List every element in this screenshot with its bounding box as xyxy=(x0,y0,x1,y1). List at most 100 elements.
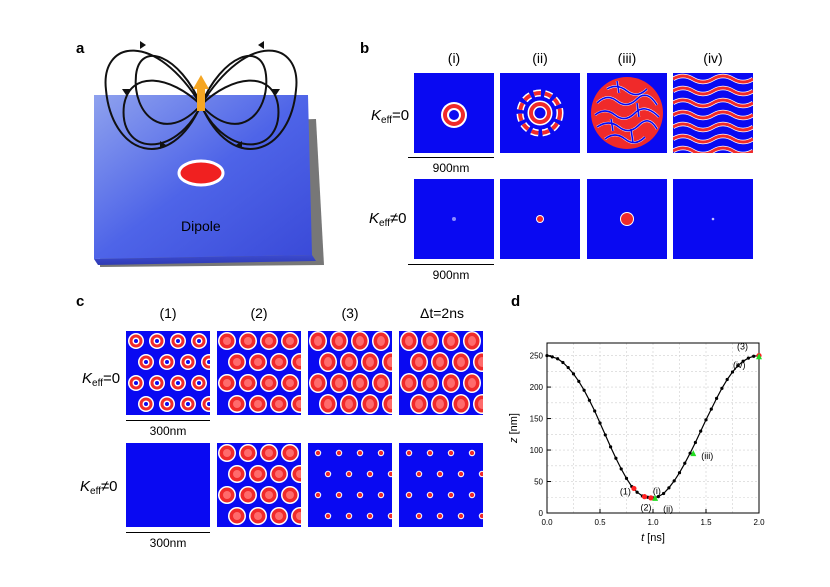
y-tick-label: 150 xyxy=(530,415,544,424)
field-arrows xyxy=(122,41,280,149)
dipole-arrow-head xyxy=(193,75,209,89)
data-point xyxy=(619,467,623,471)
b-scalebar-1-label: 900nm xyxy=(432,161,470,175)
b-tile-i-keff0 xyxy=(414,73,494,153)
b-scalebar-2-label: 900nm xyxy=(432,268,470,282)
data-point xyxy=(699,429,703,433)
c-tile-4-keff0 xyxy=(399,331,483,415)
b-tile-ii-keff-nonzero xyxy=(500,179,580,259)
data-point xyxy=(736,364,740,368)
data-point xyxy=(556,357,560,361)
data-point xyxy=(577,379,581,384)
data-point xyxy=(593,409,597,413)
data-point xyxy=(614,456,618,460)
y-tick-label: 100 xyxy=(530,446,544,455)
b-col-label-1: (i) xyxy=(447,50,461,66)
b-tile-ii-keff0 xyxy=(500,73,580,153)
b-row-label-1: Keff=0 xyxy=(371,107,410,126)
marker-label: (3) xyxy=(737,342,748,352)
c-row-label-2: Keff≠0 xyxy=(80,478,118,497)
dipole-illustration xyxy=(94,41,324,267)
data-point xyxy=(550,355,554,359)
dipole-arrow-shaft xyxy=(197,87,205,111)
marker-triangle xyxy=(652,494,659,501)
marker-label: (1) xyxy=(620,486,631,496)
b-col-label-4: (iv) xyxy=(703,50,723,66)
marker-label: (ii) xyxy=(663,504,673,514)
data-point xyxy=(746,356,750,360)
data-point xyxy=(709,407,713,411)
marker-dot xyxy=(641,494,648,500)
c-col-label-3: (3) xyxy=(341,305,359,321)
c-tile-2-keff0 xyxy=(217,331,301,415)
data-point xyxy=(730,370,735,374)
data-point xyxy=(715,396,719,401)
dipole-caption: Dipole xyxy=(181,218,221,234)
c-scalebar-1 xyxy=(126,420,210,421)
c-tile-1-keff0 xyxy=(126,331,210,415)
b-col-label-3: (iii) xyxy=(617,50,637,66)
b-row-label-2: Keff≠0 xyxy=(369,210,407,229)
data-point xyxy=(688,451,692,455)
panel-b-label: b xyxy=(360,40,370,57)
y-tick-label: 0 xyxy=(539,509,544,518)
data-point xyxy=(741,359,745,363)
y-tick-label: 200 xyxy=(530,383,544,392)
c-tile-1-keff-nonzero xyxy=(126,443,210,527)
data-point xyxy=(720,386,724,390)
field-lines xyxy=(104,49,298,150)
x-tick-label: 1.0 xyxy=(647,518,659,527)
data-point xyxy=(609,445,613,449)
x-tick-label: 0.0 xyxy=(541,518,553,527)
data-point xyxy=(582,388,586,392)
z-vs-t-chart: 0.0 0.5 1.0 1.5 2.0 0 50 100 150 200 250 t [ns] z [n… xyxy=(508,342,765,544)
data-point xyxy=(725,377,729,382)
data-point xyxy=(598,421,602,425)
panel-c-label: c xyxy=(76,293,85,310)
data-point xyxy=(624,476,629,480)
data-point xyxy=(566,365,570,370)
data-point xyxy=(545,353,549,358)
data-point xyxy=(667,486,671,490)
marker-label: (i) xyxy=(653,486,661,496)
panel-a-label: a xyxy=(76,40,85,57)
data-point xyxy=(693,440,697,445)
c-scalebar-2-label: 300nm xyxy=(149,536,187,550)
c-scalebar-1-label: 300nm xyxy=(149,424,187,438)
b-col-label-2: (ii) xyxy=(532,50,548,66)
b-tile-iii-keff0 xyxy=(587,73,667,153)
slab-edge xyxy=(94,255,316,265)
x-tick-label: 2.0 xyxy=(753,518,765,527)
core-ellipse xyxy=(177,159,225,187)
marker-label: (iii) xyxy=(701,451,713,461)
x-tick-label: 0.5 xyxy=(594,518,606,527)
data-point xyxy=(672,479,676,483)
b-tile-iii-keff-nonzero xyxy=(587,179,667,259)
data-point xyxy=(683,461,687,465)
b-scalebar-2 xyxy=(408,264,494,265)
data-point xyxy=(561,360,565,365)
marker-label: (iv) xyxy=(733,360,746,370)
marker-triangle xyxy=(690,450,697,457)
c-tile-4-keff-nonzero xyxy=(399,443,483,527)
b-tile-iv-keff0 xyxy=(673,73,753,153)
marker-triangle xyxy=(756,353,762,360)
b-tile-iv-keff-nonzero xyxy=(673,179,753,259)
data-point xyxy=(656,495,660,499)
x-tick-label: 1.5 xyxy=(700,518,712,527)
data-point xyxy=(603,433,607,437)
y-tick-label: 50 xyxy=(534,478,543,487)
c-tile-3-keff0 xyxy=(308,331,392,415)
c-col-label-2: (2) xyxy=(250,305,268,321)
data-point xyxy=(677,471,682,475)
data-point xyxy=(662,491,666,496)
marker-dot xyxy=(648,495,654,501)
c-row-label-1: Keff=0 xyxy=(82,370,121,389)
y-axis-label: z [nm] xyxy=(508,413,520,444)
data-point xyxy=(704,418,708,422)
c-col-label-4: Δt=2ns xyxy=(420,305,464,321)
b-scalebar-1 xyxy=(408,157,494,158)
data-point xyxy=(635,490,639,494)
marker-dot xyxy=(631,485,637,492)
b-tile-i-keff-nonzero xyxy=(414,179,494,259)
